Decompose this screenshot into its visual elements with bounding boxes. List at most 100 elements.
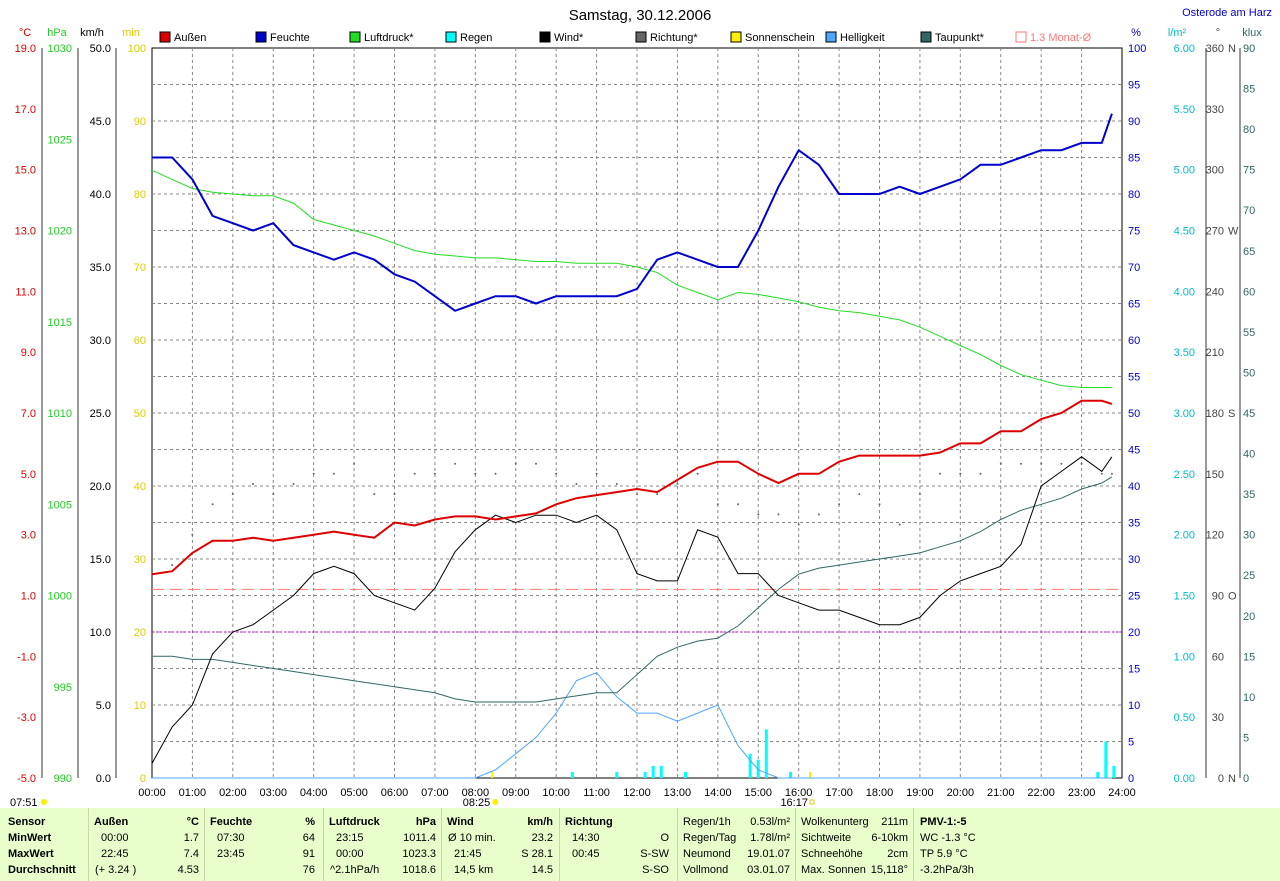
sichtweite-label: Sichtweite (801, 832, 852, 844)
richtung-point (797, 523, 800, 526)
chart-title: Samstag, 30.12.2006 (569, 7, 712, 24)
unit-hpa: hPa (47, 27, 67, 39)
axis-tick-min: 70 (134, 262, 146, 274)
axis-tick-deg: 120 (1206, 530, 1224, 542)
axis-tick-pct: 50 (1128, 408, 1140, 420)
wind-avg-distance: 14,5 km (454, 864, 494, 876)
axis-tick-klux: 90 (1243, 43, 1255, 55)
axis-tick-deg: 360 (1206, 43, 1224, 55)
richtung-point (332, 472, 335, 475)
richtung-point (454, 462, 457, 465)
solar-noon-icon (492, 799, 499, 805)
sunset-icon (809, 799, 815, 805)
x-tick-label: 16:00 (785, 787, 813, 799)
regen-tag-value: 1.78l/m² (750, 832, 790, 844)
luftdruck-line (151, 169, 1112, 388)
legend-swatch (920, 31, 932, 43)
luftdruck-avg-trend: ^2.1hPa/h (330, 864, 380, 876)
axis-tick-kmh: 50.0 (90, 43, 111, 55)
axis-tick-kmh: 5.0 (96, 700, 111, 712)
x-tick-label: 17:00 (825, 787, 853, 799)
legend-label: Sonnenschein (745, 32, 815, 44)
axis-tick-deg: 300 (1206, 165, 1224, 177)
rain-bar (1112, 765, 1116, 778)
richtung-point (272, 493, 275, 496)
axis-tick-lm2: 6.00 (1174, 43, 1195, 55)
axis-tick-klux: 45 (1243, 408, 1255, 420)
axis-tick-min: 20 (134, 627, 146, 639)
axis-tick-pct: 100 (1128, 43, 1146, 55)
richtung-max-value: S-SW (640, 848, 669, 860)
axis-tick-direction: S (1228, 408, 1235, 420)
max-sonnen-label: Max. Sonnen (801, 864, 866, 876)
richtung-point (1060, 462, 1063, 465)
axis-tick-pct: 0 (1128, 773, 1134, 785)
axis-tick-deg: 270 (1206, 226, 1224, 238)
axis-tick-pct: 85 (1128, 153, 1140, 165)
axis-tick-klux: 70 (1243, 205, 1255, 217)
regen-tag-label: Regen/Tag (683, 832, 737, 844)
axis-tick-lm2: 5.50 (1174, 104, 1195, 116)
x-tick-label: 07:00 (421, 787, 449, 799)
axis-tick-hpa: 1020 (48, 226, 72, 238)
aussen-avg-trend: (+ 3.24 ) (95, 864, 137, 876)
axis-tick-direction: W (1228, 226, 1239, 238)
axis-tick-temp: 5.0 (21, 469, 36, 481)
axis-tick-temp: 15.0 (15, 165, 36, 177)
axis-tick-temp: 19.0 (15, 43, 36, 55)
x-tick-label: 23:00 (1068, 787, 1096, 799)
axis-tick-direction: N (1228, 43, 1236, 55)
aussen-line (151, 399, 1113, 576)
legend-label: Wind* (554, 32, 584, 44)
legend-label: Taupunkt* (935, 32, 985, 44)
axis-tick-lm2: 5.00 (1174, 165, 1195, 177)
unit-lm2: l/m² (1168, 27, 1187, 39)
x-tick-label: 02:00 (219, 787, 247, 799)
axis-tick-lm2: 1.50 (1174, 591, 1195, 603)
aussen-unit: °C (186, 816, 199, 828)
axis-tick-min: 30 (134, 554, 146, 566)
x-tick-label: 09:00 (502, 787, 530, 799)
neumond-label: Neumond (683, 848, 731, 860)
sunrise-icon (41, 799, 47, 805)
richtung-point (575, 483, 578, 485)
axis-tick-lm2: 4.00 (1174, 286, 1195, 298)
richtung-point (494, 472, 497, 475)
axis-tick-deg: 210 (1206, 347, 1224, 359)
axis-tick-lm2: 0.50 (1174, 712, 1195, 724)
unit-celsius: °C (19, 27, 31, 39)
legend-label: Regen (460, 32, 492, 44)
axis-tick-deg: 330 (1206, 104, 1224, 116)
axis-tick-klux: 15 (1243, 651, 1255, 663)
rain-bar (1096, 771, 1100, 778)
pressure-trend-value: -3.2hPa/3h (920, 864, 974, 876)
legend-swatch (730, 31, 742, 43)
axis-tick-klux: 85 (1243, 84, 1255, 96)
x-tick-label: 01:00 (179, 787, 207, 799)
rain-bar (615, 771, 619, 778)
richtung-point (716, 503, 719, 506)
axis-tick-pct: 20 (1128, 627, 1140, 639)
legend-label: Helligkeit (840, 32, 885, 44)
axis-tick-temp: -1.0 (17, 651, 36, 663)
axis-tick-deg: 60 (1212, 651, 1224, 663)
windchill-value: WC -1.3 °C (920, 832, 976, 844)
richtung-max-time: 00:45 (572, 848, 600, 860)
axis-tick-pct: 35 (1128, 518, 1140, 530)
regen-section: Regen/1h 0.53l/m² Regen/Tag 1.78l/m² Neu… (678, 808, 796, 881)
x-tick-label: 15:00 (744, 787, 772, 799)
rain-bar (570, 771, 574, 778)
luftdruck-section: Luftdruck hPa 23:15 1011.4 00:00 1023.3 … (324, 808, 442, 881)
axis-tick-temp: 1.0 (21, 591, 36, 603)
axis-tick-lm2: 4.50 (1174, 226, 1195, 238)
axis-tick-pct: 65 (1128, 299, 1140, 311)
axis-tick-klux: 25 (1243, 570, 1255, 582)
axis-tick-min: 80 (134, 189, 146, 201)
feuchte-avg-value: 76 (302, 864, 315, 876)
wind-unit: km/h (527, 816, 553, 828)
x-tick-label: 05:00 (340, 787, 368, 799)
regen-1h-value: 0.53l/m² (750, 816, 790, 828)
wind-section: Wind km/h Ø 10 min. 23.2 21:45 S 28.1 14… (442, 808, 560, 881)
solar-noon-label: 08:25 (463, 797, 491, 808)
richtung-point (656, 493, 659, 496)
